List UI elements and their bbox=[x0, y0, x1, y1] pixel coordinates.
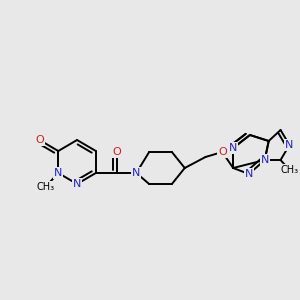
Text: O: O bbox=[112, 147, 121, 157]
Text: O: O bbox=[35, 135, 44, 145]
Text: CH₃: CH₃ bbox=[36, 182, 55, 192]
Text: N: N bbox=[132, 168, 140, 178]
Text: CH₃: CH₃ bbox=[280, 165, 298, 175]
Text: N: N bbox=[261, 155, 269, 165]
Text: O: O bbox=[218, 147, 226, 157]
Text: N: N bbox=[73, 179, 81, 189]
Text: N: N bbox=[285, 140, 294, 150]
Text: N: N bbox=[54, 168, 62, 178]
Text: N: N bbox=[229, 143, 237, 153]
Text: N: N bbox=[245, 169, 253, 179]
